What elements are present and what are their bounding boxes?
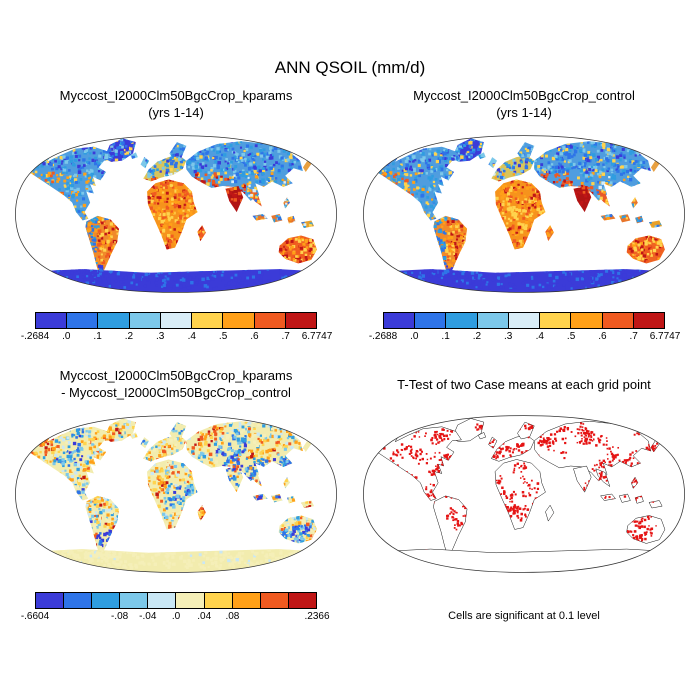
colorbar-segment [204, 593, 233, 608]
map-difference [8, 410, 344, 578]
world-map-svg [363, 415, 685, 573]
colorbar-segment [67, 313, 99, 328]
colorbar-segment [260, 593, 289, 608]
panel-title-line2: (yrs 1-14) [496, 104, 552, 120]
panel-title-control: Myccost_I2000Clm50BgcCrop_control (yrs 1… [356, 88, 692, 124]
colorbar-tick-label: .5 [218, 331, 228, 342]
colorbar-difference: -.6604 -.08 -.04 .0 .04 .08 .2366 [21, 592, 330, 624]
world-map-svg [15, 135, 337, 293]
colorbar-segment [232, 593, 261, 608]
colorbar-segment [160, 313, 193, 328]
colorbar-tick-label: .0 [62, 331, 71, 342]
colorbar-tick-label: .7 [281, 331, 290, 342]
panel-kparams: Myccost_I2000Clm50BgcCrop_kparams (yrs 1… [8, 88, 344, 344]
colorbar-tick-label: .2366 [304, 611, 330, 622]
panel-title-kparams: Myccost_I2000Clm50BgcCrop_kparams (yrs 1… [8, 88, 344, 124]
colorbar-segment [36, 593, 65, 608]
panel-title-difference: Myccost_I2000Clm50BgcCrop_kparams - Mycc… [8, 368, 344, 404]
colorbar-segment [192, 313, 224, 328]
colorbar-strip [35, 592, 317, 609]
colorbar-strip [35, 312, 317, 329]
colorbar-tick-label: .08 [225, 611, 240, 622]
colorbar-control: -.2688 .0 .1 .2 .3 .4 .5 .6 .7 6.7747 [369, 312, 680, 344]
world-map-svg [363, 135, 685, 293]
colorbar-segment [254, 313, 286, 328]
colorbar-segment [571, 313, 603, 328]
colorbar-segment [477, 313, 509, 328]
colorbar-tick-label: .4 [187, 331, 196, 342]
colorbar-segment [36, 313, 68, 328]
panel-title-line1: T-Test of two Case means at each grid po… [397, 377, 651, 392]
colorbar-segment [602, 313, 634, 328]
colorbar-tick-label: .5 [566, 331, 576, 342]
colorbar-segment [98, 313, 130, 328]
colorbar-segment [633, 313, 664, 328]
colorbar-segment [288, 593, 316, 608]
panel-title-line1: Myccost_I2000Clm50BgcCrop_kparams [59, 88, 293, 103]
colorbar-segment [285, 313, 316, 328]
significance-caption: Cells are significant at 0.1 level [448, 610, 600, 622]
world-map-svg [15, 415, 337, 573]
panel-title-line1: Myccost_I2000Clm50BgcCrop_control [413, 88, 635, 103]
colorbar-tick-label: .4 [535, 331, 544, 342]
colorbar-segment [540, 313, 572, 328]
colorbar-tick-label: -.2688 [368, 331, 398, 342]
panel-title-line2: - Myccost_I2000Clm50BgcCrop_control [61, 384, 291, 400]
colorbar-segment [120, 593, 149, 608]
figure-title: ANN QSOIL (mm/d) [274, 58, 426, 77]
colorbar-tick-label: .3 [504, 331, 513, 342]
colorbar-segment [415, 313, 447, 328]
colorbar-segment [92, 593, 121, 608]
map-kparams [8, 130, 344, 298]
colorbar-segment [384, 313, 416, 328]
colorbar-segment [223, 313, 255, 328]
colorbar-segment [64, 593, 93, 608]
colorbar-strip [383, 312, 665, 329]
colorbar-tick-label: -.04 [139, 611, 157, 622]
colorbar-ticks: -.6604 -.08 -.04 .0 .04 .08 .2366 [21, 609, 330, 624]
colorbar-tick-label: .2 [124, 331, 134, 342]
colorbar-tick-label: -.2684 [20, 331, 50, 342]
map-control [356, 130, 692, 298]
colorbar-tick-label: .0 [410, 331, 419, 342]
colorbar-tick-label: .1 [93, 331, 102, 342]
colorbar-tick-label: -.08 [110, 611, 129, 622]
panel-title-ttest: T-Test of two Case means at each grid po… [356, 368, 692, 404]
colorbar-kparams: -.2684 .0 .1 .2 .3 .4 .5 .6 .7 6.7747 [21, 312, 332, 344]
map-ttest [356, 410, 692, 578]
colorbar-tick-label: 6.7747 [649, 331, 681, 342]
colorbar-segment [508, 313, 541, 328]
panel-title-line2: (yrs 1-14) [148, 104, 204, 120]
colorbar-tick-label: 6.7747 [301, 331, 333, 342]
colorbar-tick-label: .1 [441, 331, 450, 342]
colorbar-tick-label: .2 [472, 331, 482, 342]
colorbar-tick-label: -.6604 [20, 611, 50, 622]
colorbar-segment [148, 593, 177, 608]
panel-control: Myccost_I2000Clm50BgcCrop_control (yrs 1… [356, 88, 692, 344]
panel-title-line1: Myccost_I2000Clm50BgcCrop_kparams [59, 368, 293, 383]
colorbar-segment [176, 593, 205, 608]
colorbar-tick-label: .6 [250, 331, 259, 342]
colorbar-ticks: -.2688 .0 .1 .2 .3 .4 .5 .6 .7 6.7747 [369, 329, 680, 344]
colorbar-segment [446, 313, 478, 328]
colorbar-tick-label: .3 [156, 331, 165, 342]
panel-ttest: T-Test of two Case means at each grid po… [356, 368, 692, 622]
colorbar-tick-label: .0 [171, 611, 181, 622]
panel-difference: Myccost_I2000Clm50BgcCrop_kparams - Mycc… [8, 368, 344, 624]
colorbar-ticks: -.2684 .0 .1 .2 .3 .4 .5 .6 .7 6.7747 [21, 329, 332, 344]
colorbar-tick-label: .6 [598, 331, 607, 342]
colorbar-segment [129, 313, 161, 328]
colorbar-tick-label: .7 [629, 331, 638, 342]
colorbar-tick-label: .04 [197, 611, 212, 622]
